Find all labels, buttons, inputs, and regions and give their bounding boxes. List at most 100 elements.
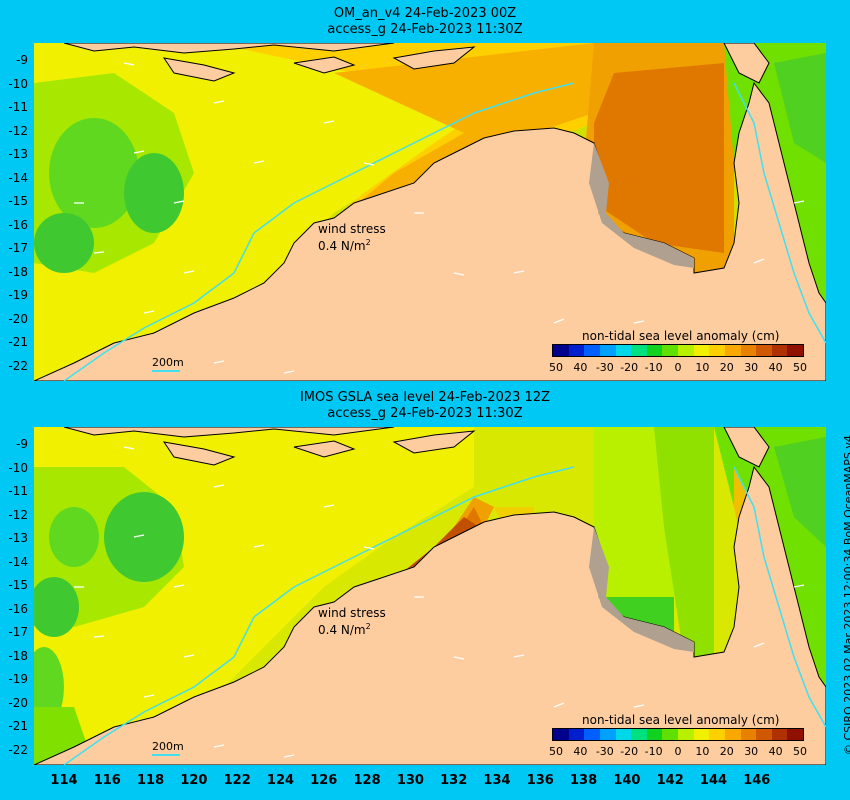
y-tick-label: -11 bbox=[8, 484, 28, 498]
colorbar-swatch bbox=[709, 345, 725, 356]
panel1-scale-line bbox=[152, 370, 180, 372]
panel1-colorbar bbox=[552, 344, 804, 357]
y-tick-label: -21 bbox=[8, 335, 28, 349]
panel2-colorbar bbox=[552, 728, 804, 741]
colorbar-swatch bbox=[599, 729, 616, 740]
colorbar-swatch bbox=[724, 729, 741, 740]
x-tick-label: 118 bbox=[137, 773, 165, 788]
colorbar-swatch bbox=[709, 729, 725, 740]
y-tick-label: -17 bbox=[8, 241, 28, 255]
colorbar-tick-label: 10 bbox=[695, 361, 710, 374]
y-tick-label: -10 bbox=[8, 460, 28, 475]
y-tick-label: -14 bbox=[8, 554, 28, 569]
panel2-wind-value: 0.4 N/m bbox=[318, 623, 366, 637]
x-tick-label: 132 bbox=[440, 773, 468, 788]
map-panel-2 bbox=[34, 427, 826, 765]
y-tick-label: -16 bbox=[8, 217, 28, 232]
panel2-scale-line bbox=[152, 754, 180, 756]
colorbar-tick-label: 40 bbox=[573, 361, 588, 374]
y-tick-label: -9 bbox=[16, 53, 28, 67]
y-tick-label: -11 bbox=[8, 100, 28, 114]
y-tick-label: -15 bbox=[8, 194, 28, 208]
colorbar-swatch bbox=[615, 729, 632, 740]
colorbar-swatch bbox=[615, 345, 632, 356]
panel1-wind-label: wind stress bbox=[318, 222, 386, 236]
colorbar-swatch bbox=[756, 729, 772, 740]
colorbar-tick-label: -30 bbox=[595, 361, 614, 374]
y-tick-label: -16 bbox=[8, 601, 28, 616]
colorbar-tick-label: 40 bbox=[768, 745, 783, 758]
x-tick-label: 134 bbox=[483, 773, 511, 788]
y-tick-label: -13 bbox=[8, 147, 28, 161]
x-tick-label: 126 bbox=[310, 773, 338, 788]
colorbar-tick-label: 10 bbox=[695, 745, 710, 758]
colorbar-tick-label: 30 bbox=[744, 361, 759, 374]
colorbar-swatch bbox=[599, 345, 616, 356]
panel2-colorbar-title: non-tidal sea level anomaly (cm) bbox=[582, 713, 780, 727]
panel1-title-line2: access_g 24-Feb-2023 11:30Z bbox=[327, 22, 523, 37]
y-tick-label: -19 bbox=[8, 288, 28, 302]
colorbar-swatch bbox=[724, 345, 741, 356]
colorbar-tick-label: 40 bbox=[573, 745, 588, 758]
colorbar-tick-label: 40 bbox=[768, 361, 783, 374]
colorbar-swatch bbox=[756, 345, 772, 356]
panel1-scale-label: 200m bbox=[152, 356, 184, 369]
colorbar-tick-label: -10 bbox=[644, 361, 663, 374]
colorbar-swatch bbox=[553, 729, 569, 740]
colorbar-swatch bbox=[678, 345, 694, 356]
x-tick-label: 136 bbox=[526, 773, 554, 788]
colorbar-tick-label: 50 bbox=[793, 361, 807, 374]
panel1-wind-unit-sup: 2 bbox=[365, 238, 371, 247]
y-tick-label: -21 bbox=[8, 719, 28, 733]
wind-arrows bbox=[74, 446, 805, 758]
y-tick-label: -14 bbox=[8, 170, 28, 185]
panel2-wind-unit-sup: 2 bbox=[365, 622, 371, 631]
panel1-wind-value: 0.4 N/m bbox=[318, 239, 366, 253]
panel1-title-line1: OM_an_v4 24-Feb-2023 00Z bbox=[333, 6, 517, 21]
panel1-wind-legend: wind stress 0.4 N/m2 bbox=[318, 222, 386, 253]
x-tick-label: 114 bbox=[50, 773, 78, 788]
colorbar-swatch bbox=[771, 729, 788, 740]
colorbar-tick-label: 50 bbox=[549, 361, 563, 374]
colorbar-tick-label: -30 bbox=[595, 745, 614, 758]
colorbar-swatch bbox=[646, 345, 663, 356]
y-tick-label: -12 bbox=[8, 123, 28, 138]
panel1-colorbar-title: non-tidal sea level anomaly (cm) bbox=[582, 329, 780, 343]
colorbar-swatch bbox=[740, 345, 757, 356]
colorbar-swatch bbox=[631, 729, 647, 740]
colorbar-tick-label: 0 bbox=[674, 745, 682, 758]
y-tick-label: -18 bbox=[8, 648, 28, 663]
colorbar-swatch bbox=[662, 729, 678, 740]
y-tick-label: -9 bbox=[16, 437, 28, 451]
colorbar-tick-label: 30 bbox=[744, 745, 759, 758]
colorbar-tick-label: 20 bbox=[719, 745, 734, 758]
colorbar-swatch bbox=[787, 729, 803, 740]
y-tick-label: -20 bbox=[8, 695, 28, 710]
x-tick-label: 138 bbox=[570, 773, 598, 788]
y-tick-label: -19 bbox=[8, 672, 28, 686]
colorbar-swatch bbox=[740, 729, 757, 740]
colorbar-swatch bbox=[662, 345, 678, 356]
panel2-wind-label: wind stress bbox=[318, 606, 386, 620]
colorbar-swatch bbox=[771, 345, 788, 356]
panel2-title-line2: access_g 24-Feb-2023 11:30Z bbox=[327, 406, 523, 421]
y-tick-label: -22 bbox=[8, 358, 28, 373]
colorbar-tick-label: -10 bbox=[644, 745, 663, 758]
colorbar-swatch bbox=[678, 729, 694, 740]
y-tick-label: -10 bbox=[8, 76, 28, 91]
panel2-title-line1: IMOS GSLA sea level 24-Feb-2023 12Z bbox=[299, 390, 551, 405]
y-tick-label: -12 bbox=[8, 507, 28, 522]
colorbar-swatch bbox=[568, 729, 585, 740]
x-tick-label: 144 bbox=[699, 773, 728, 788]
x-tick-label: 142 bbox=[656, 773, 684, 788]
y-tick-label: -18 bbox=[8, 264, 28, 279]
colorbar-tick-label: 20 bbox=[719, 361, 734, 374]
x-tick-label: 140 bbox=[613, 773, 641, 788]
colorbar-swatch bbox=[631, 345, 647, 356]
colorbar-tick-label: -20 bbox=[620, 361, 639, 374]
colorbar-swatch bbox=[584, 345, 600, 356]
colorbar-swatch bbox=[693, 345, 710, 356]
x-tick-label: 116 bbox=[93, 773, 121, 788]
colorbar-swatch bbox=[646, 729, 663, 740]
copyright-text: © CSIRO 2023 02 Mar 2023 12:00:34 BoM Oc… bbox=[842, 435, 850, 755]
